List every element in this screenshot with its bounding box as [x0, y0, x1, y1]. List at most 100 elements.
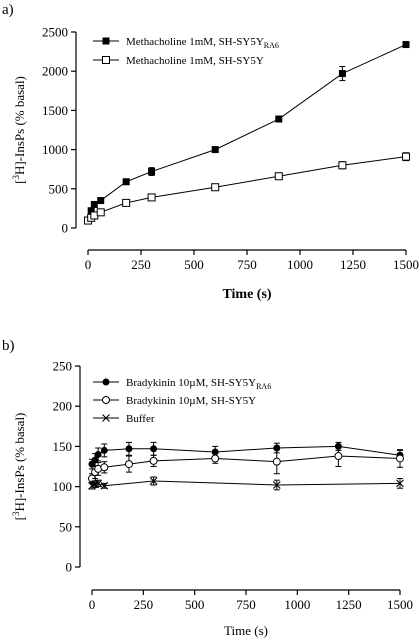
legend-label-sub: RA6 [256, 382, 271, 391]
data-point [338, 70, 346, 78]
data-point [402, 152, 410, 161]
legend-label-sub: RA6 [264, 41, 279, 50]
data-point [211, 183, 220, 192]
marker-stroke [91, 480, 99, 489]
data-point [122, 178, 130, 186]
data-point [124, 460, 133, 469]
x-tick-label: 1250 [336, 597, 362, 612]
series-line [87, 156, 407, 221]
data-point [396, 479, 404, 488]
data-point [275, 115, 283, 123]
x-tick-label: 0 [89, 597, 96, 612]
data-point [125, 445, 133, 453]
legend-label-text: Methacholine 1mM, SH-SY5Y [126, 55, 264, 67]
data-point [274, 172, 283, 181]
legend-label: Bradykinin 10µM, SH-SY5YRA6 [126, 377, 271, 391]
data-point [100, 463, 109, 472]
data-point [396, 454, 404, 463]
data-point [148, 168, 156, 176]
y-axis-label: [3H]-InsPs (% basal) [11, 413, 27, 521]
x-tick-label: 750 [237, 257, 257, 272]
x-tick-label: 250 [134, 597, 154, 612]
x-tick-label: 1000 [287, 257, 313, 272]
x-tick-label: 1500 [387, 597, 413, 612]
y-label-part: H]-InsPs (% basal) [12, 413, 27, 512]
legend-marker [102, 414, 110, 422]
series-line [91, 480, 401, 487]
data-point [338, 161, 347, 170]
y-tick-label: 2000 [42, 64, 68, 79]
marker-stroke [272, 481, 281, 489]
data-point [94, 479, 103, 488]
legend: Methacholine 1mM, SH-SY5YRA6Methacholine… [93, 36, 279, 67]
y-label-part: H]-InsPs (% basal) [12, 76, 27, 175]
data-point [150, 445, 158, 453]
x-tick-label: 1500 [393, 257, 419, 272]
data-point [94, 450, 102, 458]
data-point [272, 457, 281, 466]
series-1 [84, 41, 410, 224]
y-tick-label: 200 [53, 399, 73, 414]
legend-label-text: Buffer [126, 413, 155, 425]
data-point [211, 146, 219, 154]
legend-item-2: Bradykinin 10µM, SH-SY5Y [93, 395, 256, 407]
x-tick-label: 1250 [340, 257, 366, 272]
y-tick-label: 1000 [42, 142, 68, 157]
legend-label: Bradykinin 10µM, SH-SY5Y [126, 395, 256, 407]
data-point [149, 456, 158, 465]
series-line [87, 44, 407, 221]
y-tick-label: 2500 [42, 25, 68, 40]
legend-label: Methacholine 1mM, SH-SY5YRA6 [126, 36, 279, 50]
data-point [100, 481, 109, 490]
y-tick-label: 1500 [42, 103, 68, 118]
y-label-sup: 3 [11, 175, 21, 180]
series-line [91, 445, 401, 465]
data-point [334, 452, 343, 461]
data-point [90, 200, 98, 208]
x-tick-label: 500 [184, 257, 204, 272]
data-point [97, 197, 105, 205]
panel-label: b) [2, 338, 15, 354]
x-tick-label: 0 [85, 257, 92, 272]
marker-stroke [149, 477, 158, 485]
data-point [87, 207, 95, 215]
data-point [100, 446, 108, 454]
y-label-part: [ [12, 516, 27, 520]
marker-stroke [102, 414, 110, 422]
x-tick-label: 250 [131, 257, 151, 272]
legend-label-text: Bradykinin 10µM, SH-SY5Y [126, 377, 256, 389]
data-point [402, 41, 410, 49]
y-tick-label: 250 [53, 359, 73, 374]
marker-stroke [94, 479, 103, 488]
y-tick-label: 0 [66, 560, 73, 575]
x-tick-label: 750 [236, 597, 256, 612]
y-tick-label: 50 [59, 519, 72, 534]
data-point [272, 481, 281, 489]
data-point [96, 208, 105, 217]
x-tick-label: 1000 [284, 597, 310, 612]
y-axis-label: [3H]-InsPs (% basal) [11, 76, 27, 184]
y-tick-label: 150 [53, 439, 73, 454]
series-2 [84, 152, 410, 225]
legend-item-1: Bradykinin 10µM, SH-SY5YRA6 [93, 377, 271, 391]
y-label-sup: 3 [11, 511, 21, 516]
data-point [91, 456, 99, 464]
legend-item-1: Methacholine 1mM, SH-SY5YRA6 [93, 36, 279, 50]
data-point [122, 198, 131, 207]
legend-marker [102, 378, 110, 386]
legend-marker [102, 37, 110, 45]
data-point [149, 477, 158, 485]
series-line [91, 455, 401, 479]
series-1 [88, 441, 404, 470]
data-point [147, 193, 156, 202]
data-point [211, 454, 220, 463]
y-tick-label: 0 [62, 221, 69, 236]
legend-label: Buffer [126, 413, 155, 425]
legend-marker [102, 56, 110, 64]
panel-label: a) [2, 2, 14, 18]
panel-b: b) 0 50 100 150 200 250 0 250 500 750 1000 1250 1500 T… [2, 338, 413, 638]
legend-label: Methacholine 1mM, SH-SY5Y [126, 55, 264, 67]
legend-item-3: Buffer [93, 413, 155, 425]
